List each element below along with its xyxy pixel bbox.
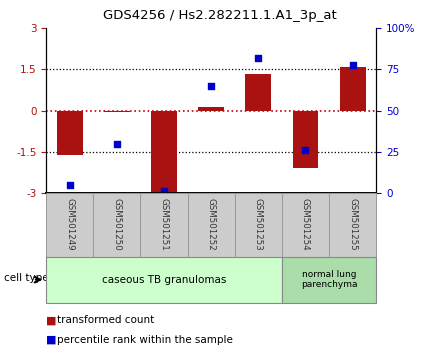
Point	[161, 188, 168, 194]
Text: ■: ■	[46, 315, 57, 325]
Bar	[104, 111, 130, 112]
Text: GSM501249: GSM501249	[65, 199, 74, 251]
Text: GSM501250: GSM501250	[112, 198, 121, 251]
Text: GSM501253: GSM501253	[254, 198, 263, 251]
Text: cell type: cell type	[4, 273, 49, 283]
Bar	[57, 111, 83, 155]
Point	[114, 141, 121, 147]
Text: GSM501254: GSM501254	[301, 198, 310, 251]
Bar	[293, 111, 319, 168]
Text: GSM501252: GSM501252	[207, 198, 216, 251]
Point	[349, 62, 356, 67]
Text: GDS4256 / Hs2.282211.1.A1_3p_at: GDS4256 / Hs2.282211.1.A1_3p_at	[103, 9, 337, 22]
Point	[255, 55, 262, 61]
Point	[208, 83, 215, 89]
Text: normal lung
parenchyma: normal lung parenchyma	[301, 270, 357, 289]
Text: GSM501255: GSM501255	[348, 198, 357, 251]
Point	[302, 147, 309, 153]
Text: transformed count: transformed count	[57, 315, 154, 325]
Bar	[246, 74, 271, 111]
Text: ■: ■	[46, 335, 57, 345]
Bar	[198, 107, 224, 111]
Bar	[340, 67, 366, 111]
Text: GSM501251: GSM501251	[160, 198, 169, 251]
Bar	[151, 111, 177, 192]
Text: caseous TB granulomas: caseous TB granulomas	[102, 275, 226, 285]
Point	[66, 182, 73, 188]
Text: percentile rank within the sample: percentile rank within the sample	[57, 335, 233, 345]
